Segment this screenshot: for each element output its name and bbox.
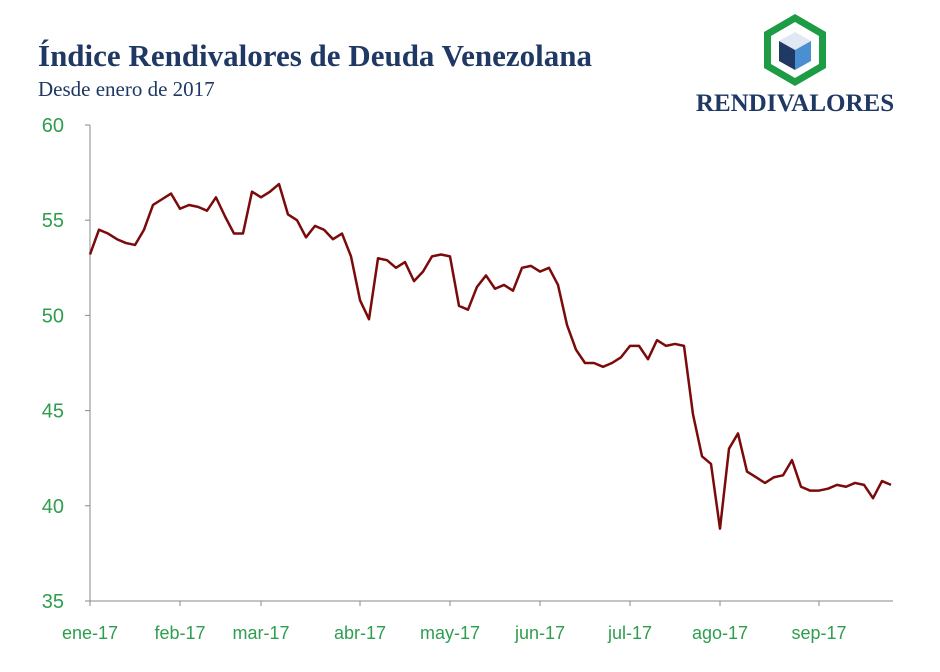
x-tick-label: sep-17 [791,623,846,643]
y-tick-label: 60 [42,115,64,137]
y-tick-label: 45 [42,401,64,423]
x-tick-label: ago-17 [692,623,748,643]
chart-subtitle: Desde enero de 2017 [38,77,215,101]
x-tick-label: mar-17 [232,623,289,643]
y-tick-label: 50 [42,305,64,327]
x-tick-label: ene-17 [62,623,118,643]
chart-title: Índice Rendivalores de Deuda Venezolana [38,38,593,73]
logo-icon [764,14,826,86]
logo-text: RENDIVALORES [696,90,894,117]
x-tick-label: may-17 [420,623,480,643]
x-tick-label: jul-17 [607,623,652,643]
y-tick-label: 35 [42,591,64,613]
data-line [88,182,892,530]
x-tick-label: jun-17 [514,623,565,643]
y-tick-label: 55 [42,210,64,232]
x-tick-label: abr-17 [334,623,386,643]
y-tick-label: 40 [42,496,64,518]
x-tick-label: feb-17 [154,623,205,643]
